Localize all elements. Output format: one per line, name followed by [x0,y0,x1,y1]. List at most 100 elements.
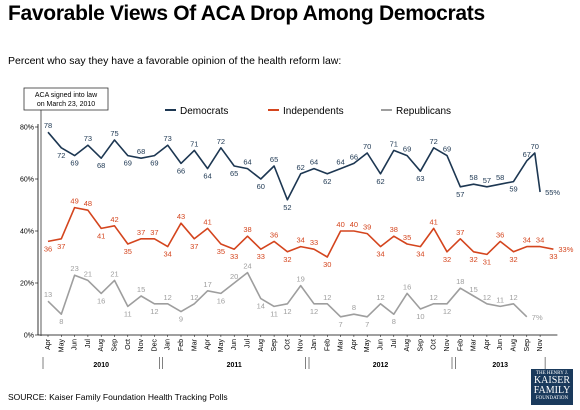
data-label-republicans: 8 [392,317,396,326]
data-label-independents: 42 [110,215,118,224]
series-layer [47,131,554,318]
x-tick-label: Feb [324,339,331,351]
data-label-democrats: 70 [531,142,539,151]
x-tick-label: Nov [444,339,451,352]
data-label-democrats: 58 [469,173,477,182]
data-label-democrats: 72 [57,151,65,160]
data-label-democrats: 68 [137,147,145,156]
x-tick-label: May [58,339,65,353]
data-label-republicans: 8 [352,303,356,312]
data-label-independents: 33 [230,252,238,261]
x-tick-label: Sep [271,339,278,352]
data-label-democrats: 64 [310,158,318,167]
data-label-independents: 35 [217,247,225,256]
data-label-democrats: 58 [496,173,504,182]
x-tick-label: Oct [431,339,438,350]
x-tick-label: Sep [112,339,119,352]
data-label-republicans: 21 [84,269,92,278]
data-label-democrats: 60 [257,182,265,191]
axes: 0% 20% 40% 60% 80% Apr May Jun Jul Aug Sep Oct Nov De… [20,124,558,369]
data-label-independents: 32 [469,255,477,264]
x-tick-label: May [218,339,225,353]
data-label-independents: 37 [57,242,65,251]
data-label-democrats: 69 [443,145,451,154]
data-labels: 7872697368756968697366716472656460655262… [44,121,574,329]
x-tick-label: Feb [178,339,185,351]
data-label-democrats: 69 [403,145,411,154]
legend-label-republicans: Republicans [396,106,451,117]
data-label-democrats: 65 [230,169,238,178]
logo-line3: FOUNDATION [535,396,569,401]
data-label-independents: 36 [44,244,52,253]
data-label-republicans: 12 [483,293,491,302]
x-tick-label: Jul [391,339,398,348]
data-label-republicans: 16 [403,282,411,291]
data-label-republicans: 9 [179,315,183,324]
data-label-democrats: 75 [110,129,118,138]
data-label-democrats: 57 [456,190,464,199]
year-label-2013: 2013 [492,362,508,369]
data-label-independents: 49 [70,197,78,206]
data-label-republicans: 23 [70,264,78,273]
end-label-republicans: 7% [532,313,543,322]
data-label-republicans: 7 [339,320,343,329]
data-label-republicans: 15 [469,285,477,294]
data-label-democrats: 64 [203,172,211,181]
data-label-democrats: 69 [70,159,78,168]
data-label-republicans: 12 [283,307,291,316]
data-label-independents: 38 [390,225,398,234]
source-note: SOURCE: Kaiser Family Foundation Health … [8,392,228,402]
x-tick-label: Sep [524,339,531,352]
data-label-independents: 34 [536,236,544,245]
annotation-line2: on March 23, 2010 [37,101,95,108]
data-label-republicans: 12 [310,307,318,316]
x-tick-label: Aug [404,339,411,352]
data-label-democrats: 65 [270,155,278,164]
data-label-democrats: 64 [243,158,251,167]
end-label-democrats: 55% [545,188,560,197]
data-label-democrats: 62 [376,177,384,186]
data-label-democrats: 63 [416,174,424,183]
data-label-independents: 31 [483,257,491,266]
data-label-independents: 41 [203,217,211,226]
data-label-democrats: 73 [84,134,92,143]
x-tick-label: Feb [457,339,464,351]
x-tick-label: Apr [351,338,358,350]
end-label-independents: 33% [558,245,573,254]
annotation-line1: ACA signed into law [35,92,98,99]
data-label-republicans: 17 [203,280,211,289]
legend: Democrats Independents Republicans [165,106,451,117]
data-label-independents: 32 [509,255,517,264]
x-tick-label: Sep [417,339,424,352]
data-label-independents: 32 [443,255,451,264]
data-label-republicans: 19 [297,275,305,284]
data-label-independents: 33 [549,252,557,261]
data-label-republicans: 14 [257,302,265,311]
x-tick-label: Nov [537,339,544,352]
data-label-independents: 34 [416,250,424,259]
data-label-democrats: 62 [297,163,305,172]
x-tick-label: Jan [311,339,318,350]
data-label-democrats: 67 [523,150,531,159]
data-label-democrats: 71 [190,139,198,148]
logo-line1: THE HENRY J. [535,371,569,376]
data-label-republicans: 21 [110,269,118,278]
series-line-independents [47,206,554,258]
data-label-republicans: 12 [323,293,331,302]
data-label-independents: 37 [456,228,464,237]
line-chart: 0% 20% 40% 60% 80% Apr May Jun Jul Aug Sep Oct Nov De… [20,87,574,369]
data-label-democrats: 69 [150,159,158,168]
x-tick-label: Aug [98,339,105,352]
x-tick-label: Mar [471,338,478,351]
signing-annotation: ACA signed into law on March 23, 2010 [23,87,109,336]
data-label-republicans: 8 [59,317,63,326]
kff-logo: THE HENRY J. KAISER FAMILY FOUNDATION [531,369,573,405]
x-tick-label: Jun [72,339,79,350]
data-label-democrats: 72 [217,137,225,146]
data-label-republicans: 16 [217,296,225,305]
data-label-democrats: 71 [390,139,398,148]
x-tick-label: Aug [258,339,265,352]
year-label-2012: 2012 [373,362,389,369]
data-label-independents: 35 [403,233,411,242]
data-label-republicans: 12 [190,293,198,302]
